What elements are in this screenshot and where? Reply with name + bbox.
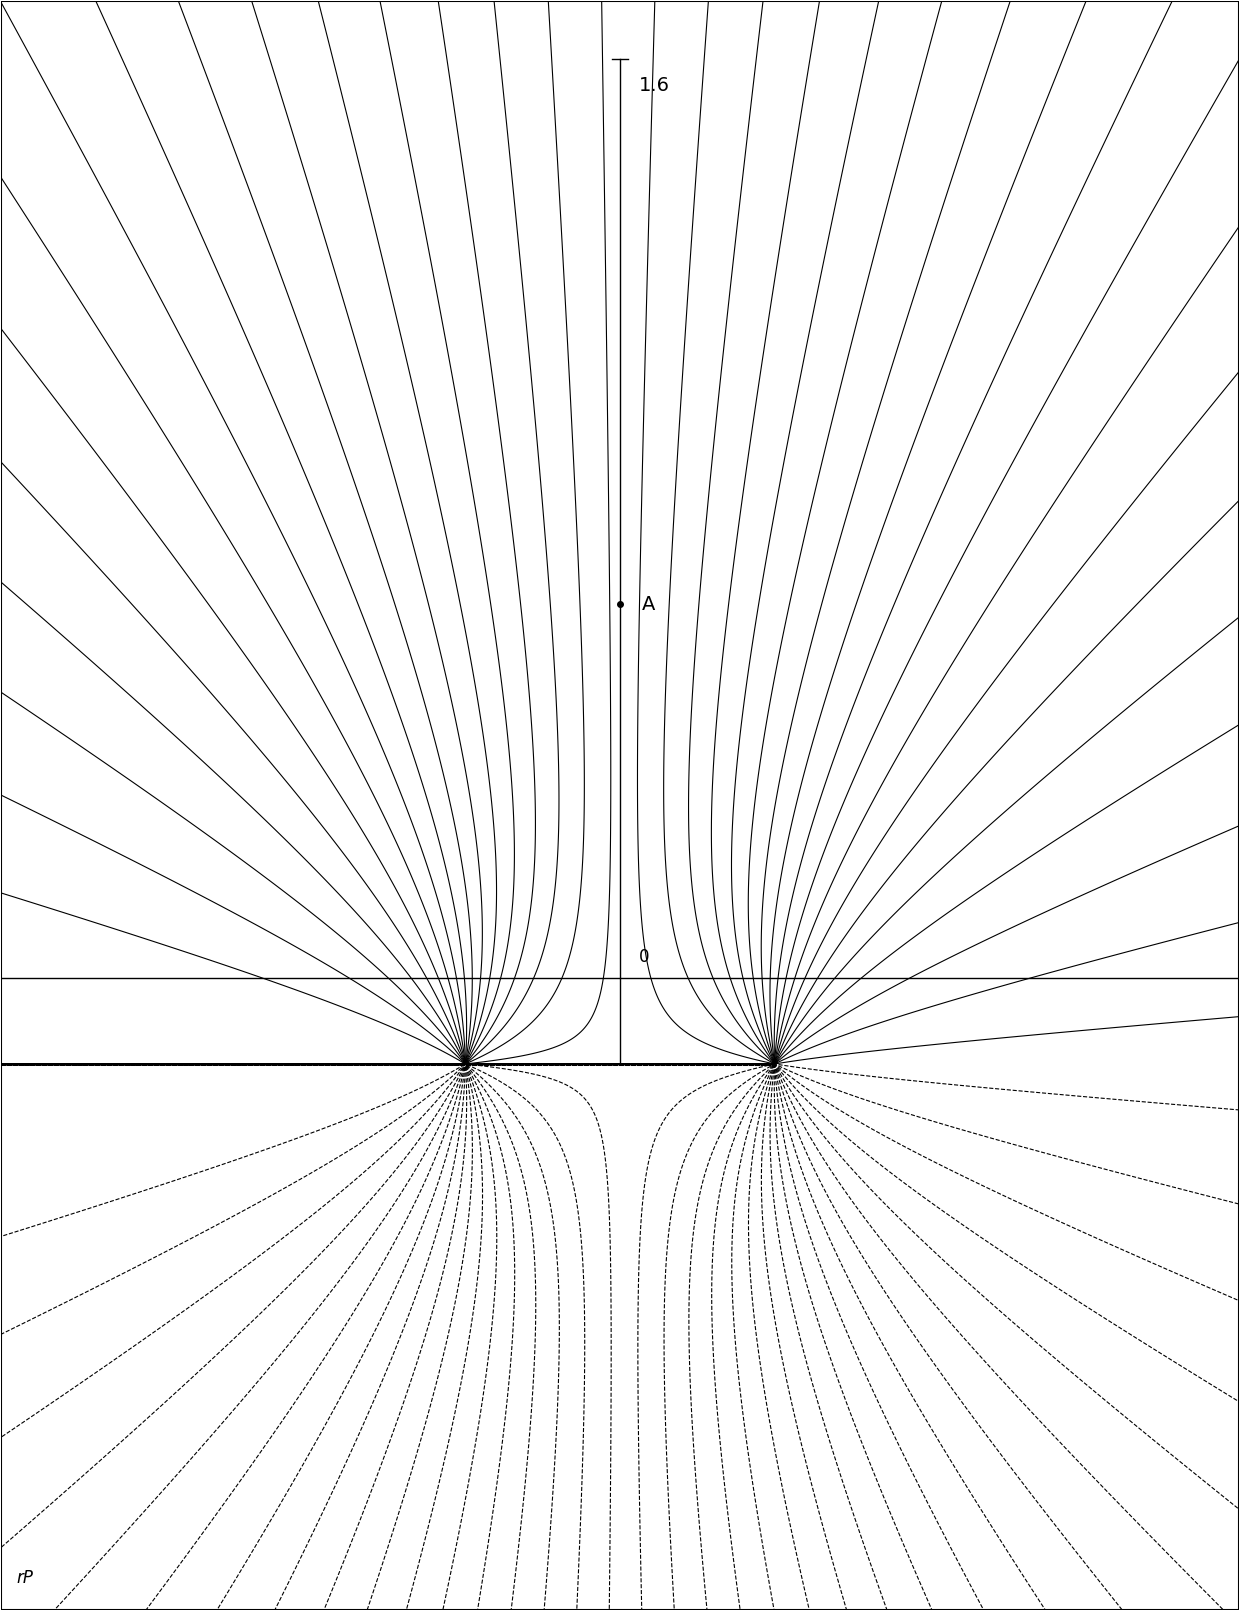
Text: rP: rP — [17, 1569, 33, 1587]
Text: 0: 0 — [639, 949, 649, 967]
Text: A: A — [641, 594, 655, 614]
Text: 1.6: 1.6 — [639, 76, 670, 95]
